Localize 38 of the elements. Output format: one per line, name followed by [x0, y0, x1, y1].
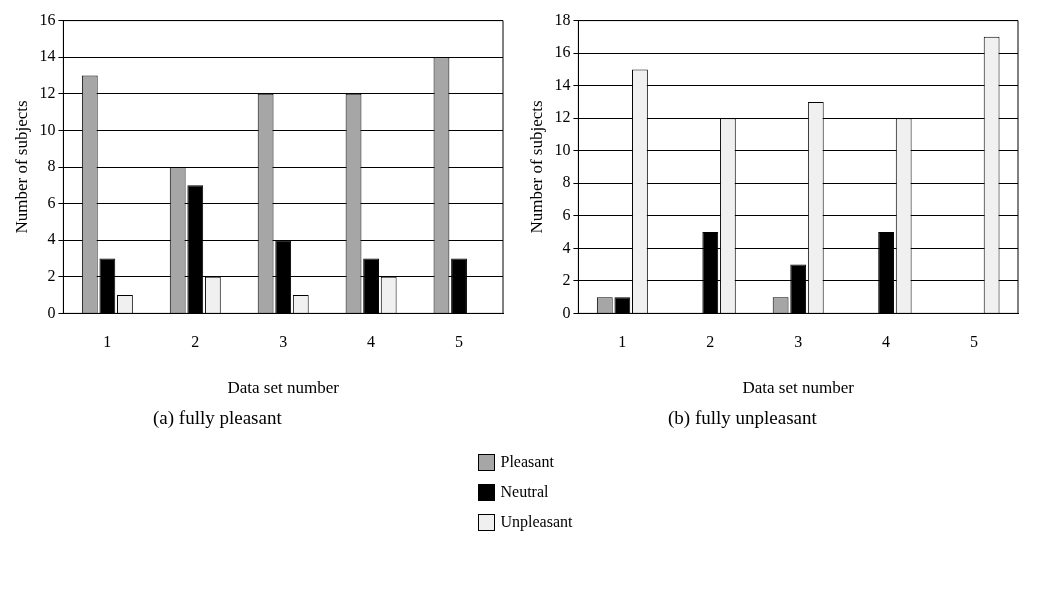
x-tick-label: 4 — [882, 333, 891, 351]
legend-label: Pleasant — [500, 453, 554, 471]
x-tick-label: 3 — [794, 333, 803, 351]
x-tick-label: 2 — [706, 333, 715, 351]
y-axis-title: Number of subjects — [11, 100, 31, 234]
y-tick-label: 0 — [562, 303, 571, 321]
x-axis-title: Data set number — [742, 378, 855, 398]
x-tick-label: 3 — [279, 333, 288, 351]
y-tick-label: 14 — [554, 75, 571, 93]
y-axis-title: Number of subjects — [526, 100, 546, 234]
y-tick-label: 2 — [562, 271, 571, 289]
y-tick-label: 4 — [47, 230, 56, 248]
legend-label: Neutral — [500, 483, 549, 501]
y-tick-label: 8 — [47, 157, 56, 175]
y-tick-label: 2 — [47, 267, 56, 284]
y-tick-label: 6 — [47, 193, 56, 211]
y-tick-label: 10 — [39, 120, 56, 138]
y-tick-label: 12 — [39, 84, 56, 101]
x-tick-label: 5 — [455, 333, 464, 351]
y-tick-label: 16 — [39, 10, 56, 28]
y-tick-label: 4 — [562, 238, 571, 256]
x-tick-label: 2 — [191, 333, 200, 351]
x-tick-label: 1 — [103, 333, 112, 351]
text: (b) fully unpleasant — [667, 407, 818, 429]
x-axis-title: Data set number — [227, 378, 340, 398]
y-tick-label: 8 — [562, 173, 571, 191]
y-tick-label: 16 — [554, 43, 571, 61]
y-tick-label: 18 — [554, 10, 571, 28]
y-tick-label: 10 — [554, 140, 571, 158]
x-tick-label: 1 — [618, 333, 627, 351]
x-tick-label: 5 — [970, 333, 979, 351]
y-tick-label: 0 — [47, 303, 56, 321]
y-tick-label: 14 — [39, 47, 56, 65]
text: (a) fully pleasant — [152, 407, 283, 429]
x-tick-label: 4 — [367, 333, 376, 351]
y-tick-label: 6 — [562, 206, 571, 223]
legend-label: Unpleasant — [500, 513, 573, 531]
y-tick-label: 12 — [554, 108, 571, 126]
